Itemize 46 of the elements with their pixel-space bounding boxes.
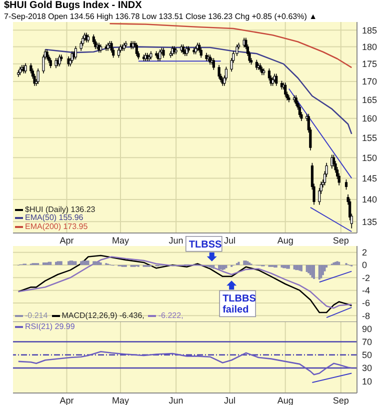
x-tick-label: Aug xyxy=(277,395,294,405)
y-tick-label: 160 xyxy=(362,114,378,124)
x-tick-label: Aug xyxy=(277,235,294,246)
y-tick-label: 70 xyxy=(362,336,372,347)
x-tick-label: Jun xyxy=(168,395,184,405)
x-tick-label: Jul xyxy=(224,235,236,246)
y-tick-label: 90 xyxy=(362,324,372,334)
y-tick-label: 50 xyxy=(362,350,372,360)
callout-box: TLBBS failed xyxy=(219,290,256,318)
x-tick-label: Sep xyxy=(332,395,349,405)
y-tick-label: 170 xyxy=(362,76,378,87)
y-tick-label: -4 xyxy=(362,286,370,296)
chart-title: $HUI Gold Bugs Index - INDX xyxy=(4,0,142,11)
callout-box: TLBSS xyxy=(185,236,222,252)
y-tick-label: 0 xyxy=(362,260,368,270)
y-tick-label: -2 xyxy=(362,272,370,283)
y-tick-label: 155 xyxy=(362,132,378,143)
chart-subtitle: 7-Sep-2018 Open 134.56 High 136.78 Low 133.51 Close 136.23 Chg +0.85 (+0.63%) ▲ xyxy=(4,12,318,21)
y-tick-label: 145 xyxy=(362,173,378,184)
x-tick-label: May xyxy=(112,395,130,405)
y-tick-label: 150 xyxy=(362,152,378,163)
y-tick-label: 180 xyxy=(362,42,378,52)
y-tick-label: -6 xyxy=(362,298,370,308)
x-tick-label: May xyxy=(112,235,130,246)
x-tick-label: Sep xyxy=(332,235,349,246)
y-tick-label: 10 xyxy=(362,376,372,386)
x-tick-label: Apr xyxy=(60,235,74,246)
legend-label: -0.214 xyxy=(25,310,48,320)
y-tick-label: 2 xyxy=(362,248,368,258)
x-tick-label: Apr xyxy=(60,395,74,405)
y-tick-label: 140 xyxy=(362,194,378,205)
legend-label: EMA(200) 173.95 xyxy=(25,222,88,231)
y-tick-label: 185 xyxy=(362,25,378,36)
y-tick-label: 165 xyxy=(362,94,378,105)
legend-label: EMA(50) 155.96 xyxy=(25,213,84,222)
y-tick-label: 175 xyxy=(362,59,378,70)
annotation: TLBSS xyxy=(188,239,222,250)
legend-label: MACD(12,26,9) -6.436, xyxy=(62,310,144,320)
legend-label: -6.222, xyxy=(158,310,184,320)
y-tick-label: 30 xyxy=(362,363,372,374)
x-tick-label: Jun xyxy=(168,235,184,246)
y-tick-label: 135 xyxy=(362,216,378,227)
y-tick-label: -8 xyxy=(362,310,370,321)
x-tick-label: Jul xyxy=(224,395,236,405)
legend-label: RSI(21) 29.99 xyxy=(25,322,75,332)
legend-label: $HUI (Daily) 136.23 xyxy=(25,204,96,214)
